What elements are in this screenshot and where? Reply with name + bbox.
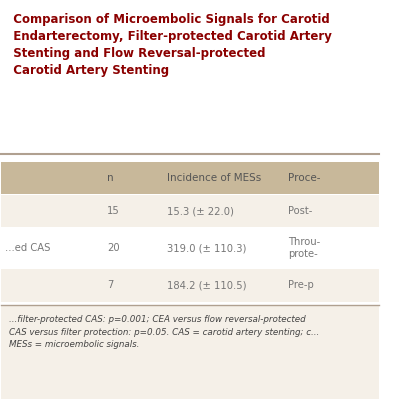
Text: Pre-p: Pre-p: [288, 280, 314, 290]
Text: 7: 7: [107, 280, 113, 290]
FancyBboxPatch shape: [1, 228, 379, 269]
Text: Comparison of Microembolic Signals for Carotid
  Endarterectomy, Filter-protecte: Comparison of Microembolic Signals for C…: [5, 13, 332, 77]
Text: Proce-: Proce-: [288, 173, 320, 183]
FancyBboxPatch shape: [1, 305, 379, 399]
FancyBboxPatch shape: [1, 195, 379, 228]
Text: Incidence of MESs: Incidence of MESs: [167, 173, 262, 183]
Text: ...ed CAS: ...ed CAS: [5, 243, 50, 253]
Text: Post-: Post-: [288, 206, 312, 216]
FancyBboxPatch shape: [1, 162, 379, 194]
Text: 184.2 (± 110.5): 184.2 (± 110.5): [167, 280, 247, 290]
Text: 15.3 (± 22.0): 15.3 (± 22.0): [167, 206, 234, 216]
FancyBboxPatch shape: [1, 269, 379, 302]
Text: n: n: [107, 173, 114, 183]
Text: 20: 20: [107, 243, 120, 253]
Text: 15: 15: [107, 206, 120, 216]
Text: Throu-
prote-: Throu- prote-: [288, 237, 320, 260]
Text: 319.0 (± 110.3): 319.0 (± 110.3): [167, 243, 247, 253]
Text: ...filter-protected CAS: p=0.001; CEA versus flow reversal-protected
CAS versus : ...filter-protected CAS: p=0.001; CEA ve…: [9, 315, 319, 349]
